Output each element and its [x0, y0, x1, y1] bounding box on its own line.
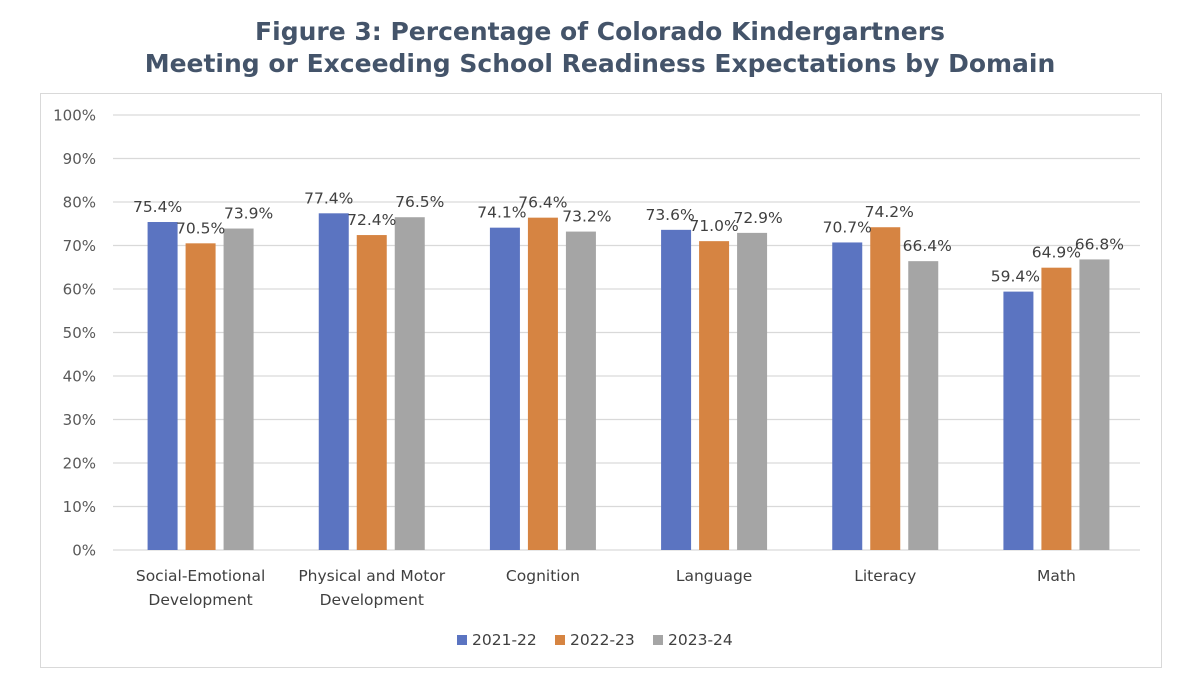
data-label: 72.4% — [347, 211, 396, 229]
x-tick-label: Development — [148, 591, 252, 609]
x-tick-label: Physical and Motor — [298, 567, 445, 585]
data-label: 73.9% — [224, 205, 273, 223]
bar-2023-24-4 — [908, 261, 939, 550]
chart-title-line-2: Meeting or Exceeding School Readiness Ex… — [144, 49, 1056, 78]
data-label: 70.7% — [823, 218, 872, 236]
data-label: 76.5% — [395, 193, 444, 211]
data-label: 74.1% — [477, 204, 526, 222]
bar-2022-23-1 — [356, 235, 387, 550]
chart-title-line-1: Figure 3: Percentage of Colorado Kinderg… — [255, 17, 945, 46]
bar-2021-22-1 — [318, 213, 349, 550]
legend-swatch — [457, 635, 467, 645]
legend-label: 2022-23 — [570, 631, 635, 649]
bar-2023-24-3 — [737, 232, 768, 550]
y-tick-label: 90% — [63, 150, 96, 168]
bar-2022-23-3 — [699, 241, 730, 550]
bar-2023-24-0 — [223, 228, 254, 550]
data-label: 76.4% — [518, 194, 567, 212]
x-axis-category-labels: Social-Emotional Development Physical and … — [136, 567, 1076, 609]
chart-title: Figure 3: Percentage of Colorado Kinderg… — [0, 16, 1200, 80]
legend-swatch — [653, 635, 663, 645]
x-tick-label: Literacy — [854, 567, 916, 585]
data-label: 73.6% — [645, 206, 694, 224]
y-tick-label: 80% — [63, 194, 96, 212]
data-label: 75.4% — [133, 198, 182, 216]
x-tick-label: Language — [676, 567, 753, 585]
bar-2023-24-5 — [1079, 259, 1110, 550]
bar-2021-22-3 — [661, 229, 692, 550]
bar-2022-23-0 — [185, 243, 216, 550]
x-tick-label: Cognition — [506, 567, 580, 585]
y-tick-label: 100% — [53, 107, 96, 125]
x-tick-label: Development — [320, 591, 424, 609]
bar-2021-22-4 — [832, 242, 863, 550]
legend-swatch — [555, 635, 565, 645]
y-tick-label: 70% — [63, 237, 96, 255]
bar-2022-23-4 — [870, 227, 901, 551]
data-label: 59.4% — [991, 268, 1040, 286]
y-tick-label: 20% — [63, 455, 96, 473]
y-tick-label: 40% — [63, 368, 96, 386]
legend: 2021-22 2022-23 2023-24 — [457, 631, 733, 649]
bar-2022-23-2 — [527, 217, 558, 550]
legend-label: 2021-22 — [472, 631, 537, 649]
y-tick-label: 0% — [72, 542, 96, 560]
legend-label: 2023-24 — [668, 631, 733, 649]
data-labels: 75.4% 70.5%73.9% 77.4% 72.4%76.5% 74.1%76.4%… — [133, 189, 1124, 285]
data-label: 70.5% — [176, 219, 225, 237]
bar-2023-24-2 — [565, 231, 596, 550]
data-label: 66.8% — [1075, 235, 1124, 253]
data-label: 71.0% — [689, 217, 738, 235]
data-label: 64.9% — [1032, 244, 1081, 262]
x-tick-label: Social-Emotional — [136, 567, 265, 585]
bar-2023-24-1 — [394, 217, 425, 550]
bar-2021-22-2 — [489, 227, 520, 551]
gridlines — [113, 114, 1140, 551]
y-tick-label: 10% — [63, 498, 96, 516]
data-label: 66.4% — [903, 237, 952, 255]
data-label: 77.4% — [304, 189, 353, 207]
x-tick-label: Math — [1037, 567, 1076, 585]
data-label: 72.9% — [733, 209, 782, 227]
bar-2021-22-0 — [147, 222, 178, 550]
data-label: 74.2% — [865, 203, 914, 221]
y-tick-label: 50% — [63, 324, 96, 342]
bar-2022-23-5 — [1041, 267, 1072, 550]
y-axis-tick-labels: 0% 10% 20% 30% 40% 50% 60% 70% 80% 90% 100% — [53, 107, 96, 560]
y-tick-label: 60% — [63, 281, 96, 299]
y-tick-label: 30% — [63, 411, 96, 429]
bar-2021-22-5 — [1003, 291, 1034, 550]
bars — [147, 213, 1110, 551]
data-label: 73.2% — [562, 208, 611, 226]
